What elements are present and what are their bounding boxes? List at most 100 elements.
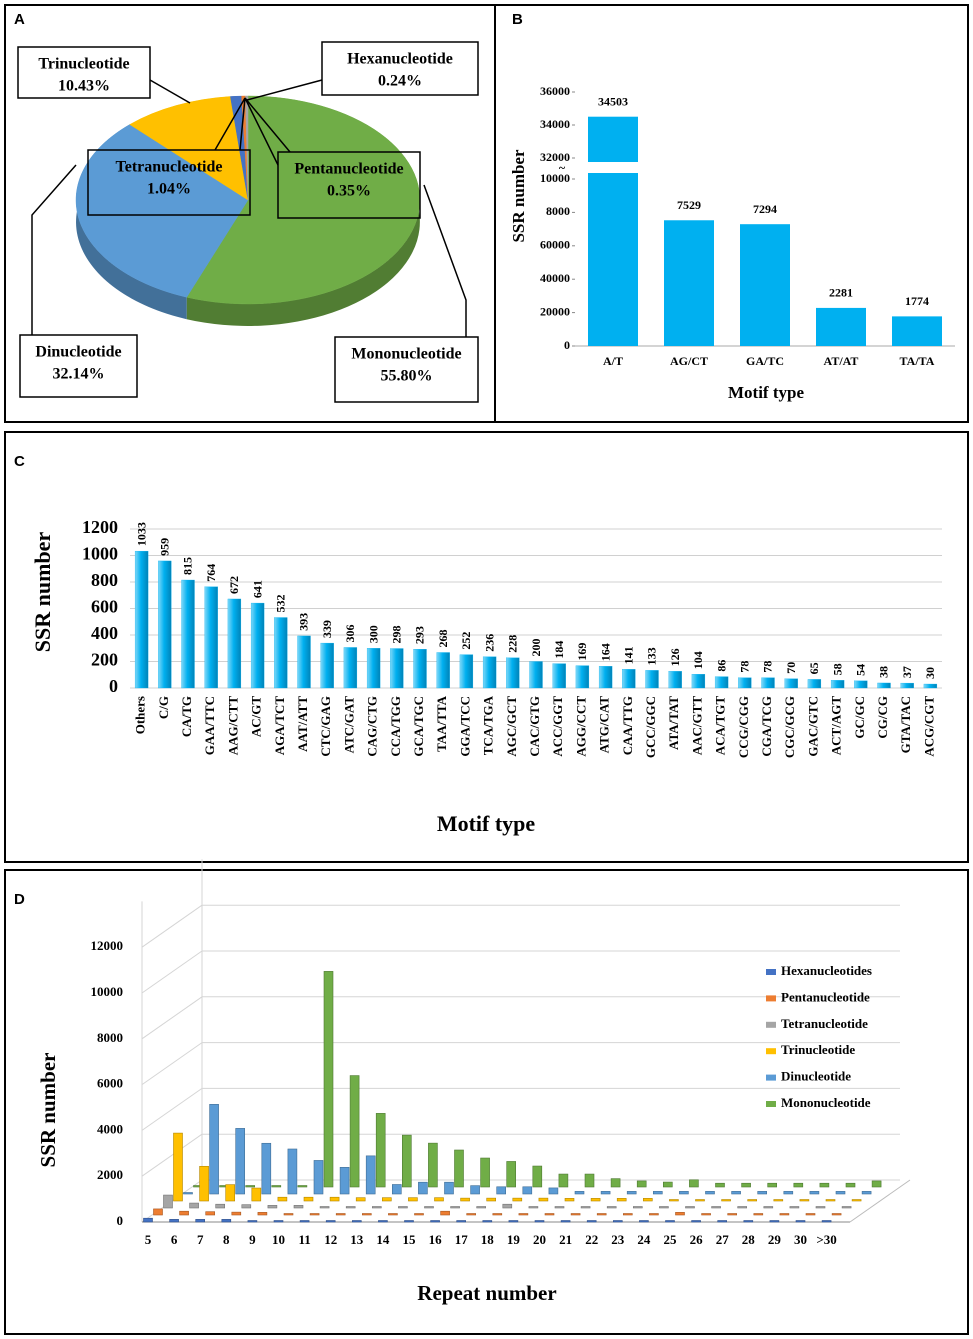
bar — [793, 1182, 804, 1188]
slice — [75, 124, 249, 298]
x-tick-label: 5 — [145, 1232, 152, 1247]
y-axis-title: SSR number — [30, 532, 55, 653]
bar — [747, 1199, 758, 1202]
bar — [767, 1182, 778, 1188]
x-tick-label: TAA/TTA — [434, 695, 449, 751]
bar — [506, 1161, 517, 1188]
bar — [711, 1206, 721, 1209]
x-tick-label: CCA/TGG — [388, 696, 403, 757]
bar — [741, 1182, 751, 1188]
bar — [424, 1206, 434, 1209]
panel-label: A — [14, 11, 25, 28]
y-tick-label: 1000 — [82, 544, 118, 564]
bar — [705, 1191, 715, 1195]
bar — [825, 1199, 836, 1202]
bar — [250, 602, 265, 689]
x-tick-label: TA/TA — [900, 354, 935, 368]
bar — [845, 1182, 856, 1188]
bar — [173, 1132, 183, 1202]
value-label: 58 — [830, 663, 844, 675]
value-label: 298 — [390, 626, 404, 644]
x-tick-label: 28 — [742, 1232, 756, 1247]
bar — [221, 1219, 232, 1223]
value-label: 293 — [413, 626, 427, 644]
x-tick-label: CCG/CGG — [736, 696, 751, 758]
y-tick-label: 4000 — [97, 1121, 123, 1136]
bar — [665, 1220, 675, 1223]
x-tick-label: GCA/TGC — [411, 696, 426, 757]
bar — [861, 1191, 872, 1195]
bar — [247, 1220, 258, 1223]
x-tick-label: CAC/GTG — [527, 696, 542, 757]
category-label: Tetranucleotide — [116, 159, 223, 176]
bar — [309, 1213, 320, 1216]
value-label: 1.04% — [147, 181, 191, 198]
bar — [900, 682, 914, 689]
bar — [675, 1212, 685, 1216]
bar — [277, 1196, 288, 1202]
bar — [534, 1220, 545, 1223]
bar — [134, 550, 149, 689]
x-tick-label: CGA/TCG — [759, 696, 774, 757]
bar — [689, 1179, 699, 1188]
bar — [506, 657, 520, 689]
bar — [854, 680, 868, 689]
bar — [436, 652, 450, 689]
bar — [390, 648, 404, 689]
x-tick-label: AGA/TCT — [272, 696, 287, 756]
y-tick-label: 600 — [91, 597, 118, 617]
bar — [313, 1160, 324, 1195]
bar — [181, 579, 195, 689]
bar — [518, 1213, 529, 1216]
bar — [695, 1199, 705, 1202]
panel-label: B — [512, 11, 523, 28]
bar — [209, 1104, 219, 1195]
leader-line — [31, 164, 77, 335]
bar — [717, 1220, 728, 1223]
bar — [375, 1113, 386, 1188]
value-label: 54 — [854, 664, 868, 676]
bar — [496, 1186, 507, 1195]
bar — [522, 1186, 533, 1195]
bar — [612, 1220, 623, 1223]
bar — [366, 648, 381, 689]
bar — [773, 1199, 784, 1202]
bar — [649, 1213, 659, 1216]
x-tick-label: 12 — [324, 1232, 337, 1247]
bar — [345, 1206, 356, 1209]
bar — [153, 1208, 163, 1216]
y-tick-label: 6000 — [97, 1076, 123, 1091]
legend-swatch — [766, 969, 776, 975]
bar — [784, 678, 798, 689]
bar — [783, 1191, 794, 1195]
value-label: 104 — [691, 651, 705, 669]
x-tick-label: 24 — [637, 1232, 651, 1247]
bar — [225, 1184, 235, 1202]
bar — [532, 1165, 543, 1188]
slice — [245, 95, 249, 201]
x-tick-label: GA/TC — [746, 354, 784, 368]
value-label: 141 — [622, 646, 636, 664]
bar — [343, 647, 358, 689]
bar — [819, 1182, 830, 1188]
value-label: 38 — [877, 666, 891, 678]
bar — [480, 1157, 490, 1188]
bar — [388, 1213, 398, 1216]
legend-label: Trinucleotide — [781, 1042, 855, 1057]
x-tick-label: 26 — [690, 1232, 704, 1247]
y-tick-label: 32000 — [540, 150, 570, 164]
category-label: Hexanucleotide — [347, 51, 453, 68]
y-tick-label: 400 — [91, 623, 118, 643]
x-tick-label: AG/CT — [670, 354, 708, 368]
value-label: 78 — [761, 661, 775, 673]
y-tick-label: 0 — [109, 676, 118, 696]
slice-side — [186, 96, 420, 326]
bar — [204, 586, 218, 689]
x-tick-label: GTA/TAC — [898, 696, 913, 753]
bar — [701, 1213, 711, 1216]
legend-label: Dinucleotide — [781, 1069, 851, 1084]
callout-box — [19, 334, 138, 398]
slice — [186, 95, 421, 305]
bar — [158, 560, 172, 689]
bar — [632, 1206, 643, 1209]
